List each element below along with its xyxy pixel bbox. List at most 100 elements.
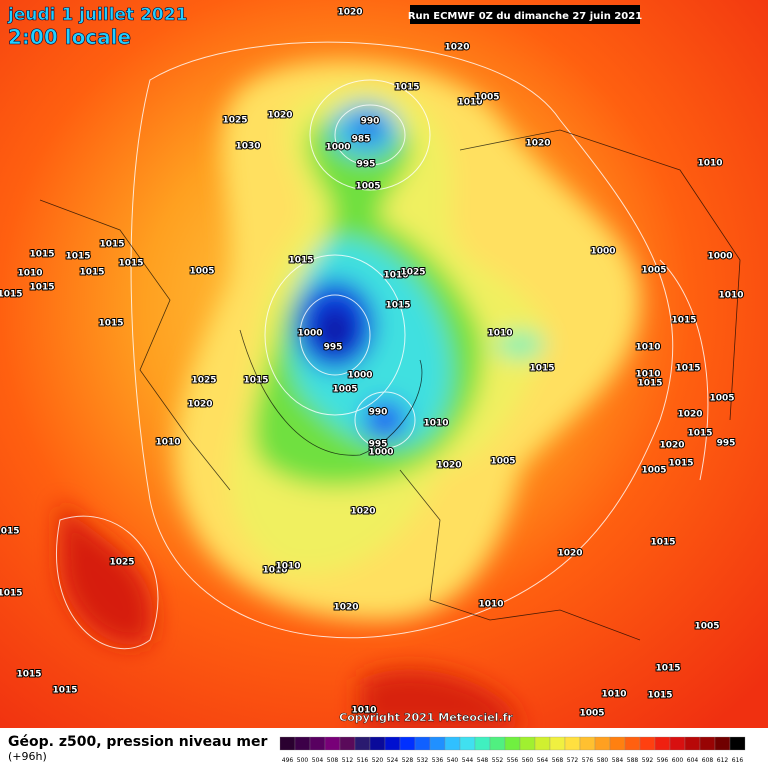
colorbar-label: 536	[432, 757, 444, 764]
isobar-label: 1015	[655, 664, 680, 674]
isobar-label: 1015	[394, 83, 419, 93]
time: 2:00 locale	[8, 25, 131, 49]
isobar-label: 1015	[668, 459, 693, 469]
isobar-label: 1005	[709, 394, 734, 404]
isobar-label: 1020	[677, 410, 702, 420]
colorbar-swatch	[429, 736, 446, 751]
isobar-label: 1015	[98, 319, 123, 329]
isobar-label: 1010	[383, 271, 408, 281]
colorbar-swatch	[729, 736, 746, 751]
colorbar-label: 512	[342, 757, 354, 764]
date: jeudi 1 juillet 2021	[7, 5, 187, 25]
colorbar-label: 504	[312, 757, 324, 764]
footer-lead: (+96h)	[8, 750, 47, 763]
isobar-label: 1000	[325, 143, 350, 153]
isobar-label: 1015	[79, 268, 104, 278]
isobar-label: 1025	[191, 376, 216, 386]
copyright: Copyright 2021 Meteociel.fr	[339, 711, 513, 724]
isobar-label: 1015	[687, 429, 712, 439]
isobar-label: 1020	[436, 461, 461, 471]
isobar-label: 1005	[490, 457, 515, 467]
colorbar-swatch	[399, 736, 416, 751]
colorbar-label: 612	[717, 757, 729, 764]
colorbar-swatch	[654, 736, 671, 751]
isobars	[55, 41, 709, 650]
isobar-label: 995	[357, 160, 376, 170]
isobar-label: 1010	[17, 269, 42, 279]
isobar-label: 1000	[368, 448, 393, 458]
isobar-label: 1015	[0, 589, 23, 599]
isobar-label: 1020	[333, 603, 358, 613]
isobar-label: 990	[369, 408, 388, 418]
colorbar-label: 552	[492, 757, 504, 764]
colorbar-label: 616	[732, 757, 744, 764]
colorbar-swatch	[324, 736, 341, 751]
colorbar-swatch	[459, 736, 476, 751]
run-box	[410, 5, 640, 24]
isobar-label: 1015	[118, 259, 143, 269]
isobar-label: 1015	[52, 686, 77, 696]
colorbar-label: 532	[417, 757, 429, 764]
isobar-label: 1010	[601, 690, 626, 700]
colorbar-label: 556	[507, 757, 519, 764]
coastlines	[39, 129, 741, 641]
colorbar-swatch	[384, 736, 401, 751]
isobar-label: 1005	[641, 466, 666, 476]
isobar-label: 1020	[187, 400, 212, 410]
isobar-label: 995	[324, 343, 343, 353]
isobar-label: 1015	[385, 301, 410, 311]
colorbar-label: 568	[552, 757, 564, 764]
isobar-label: 1005	[355, 182, 380, 192]
field-contours	[60, 61, 640, 730]
isobar-label: 1005	[694, 622, 719, 632]
colorbar-label: 528	[402, 757, 414, 764]
colorbar: 496 500 504 508 512 516 520 524 528 532 536 540 544 5…	[279, 736, 746, 764]
colorbar-label: 544	[462, 757, 474, 764]
colorbar-swatch	[579, 736, 596, 751]
isobar-label: 1000	[347, 371, 372, 381]
colorbar-swatch	[489, 736, 506, 751]
colorbar-swatch	[669, 736, 686, 751]
run-info: Run ECMWF 0Z du dimanche 27 juin 2021	[408, 11, 642, 22]
colorbar-label: 496	[282, 757, 294, 764]
isobar-label: 1020	[525, 139, 550, 149]
isobar-label: 1000	[297, 329, 322, 339]
isobar-label: 1025	[222, 116, 247, 126]
colorbar-swatch	[279, 736, 296, 751]
isobar-label: 1010	[718, 291, 743, 301]
colorbar-swatch	[639, 736, 656, 751]
colorbar-label: 560	[522, 757, 534, 764]
isobar-label: 1010	[635, 370, 660, 380]
isobar-label: 1015	[675, 364, 700, 374]
isobar-label: 1005	[474, 93, 499, 103]
isobar-label: 1025	[400, 268, 425, 278]
colorbar-label: 516	[357, 757, 369, 764]
isobar-label: 1015	[637, 379, 662, 389]
colorbar-swatch	[369, 736, 386, 751]
footer-title: Géop. z500, pression niveau mer	[8, 734, 267, 750]
isobar-label: 1015	[16, 670, 41, 680]
isobar-label: 1010	[423, 419, 448, 429]
colorbar-label: 572	[567, 757, 579, 764]
isobar-label: 1015	[29, 250, 54, 260]
colorbar-label: 520	[372, 757, 384, 764]
colorbar-swatch	[624, 736, 641, 751]
isobar-label: 1015	[647, 691, 672, 701]
colorbar-swatch	[699, 736, 716, 751]
isobar-label: 985	[352, 135, 371, 145]
colorbar-swatch	[609, 736, 626, 751]
colorbar-label: 592	[642, 757, 654, 764]
colorbar-label: 540	[447, 757, 459, 764]
colorbar-swatch	[564, 736, 581, 751]
isobar-label: 1010	[487, 329, 512, 339]
colorbar-swatch	[309, 736, 326, 751]
isobar-label: 1010	[262, 566, 287, 576]
isobar-label: 1005	[332, 385, 357, 395]
colorbar-label: 584	[612, 757, 624, 764]
colorbar-swatch	[444, 736, 461, 751]
colorbar-swatch	[534, 736, 551, 751]
colorbar-swatch	[549, 736, 566, 751]
colorbar-label: 596	[657, 757, 669, 764]
